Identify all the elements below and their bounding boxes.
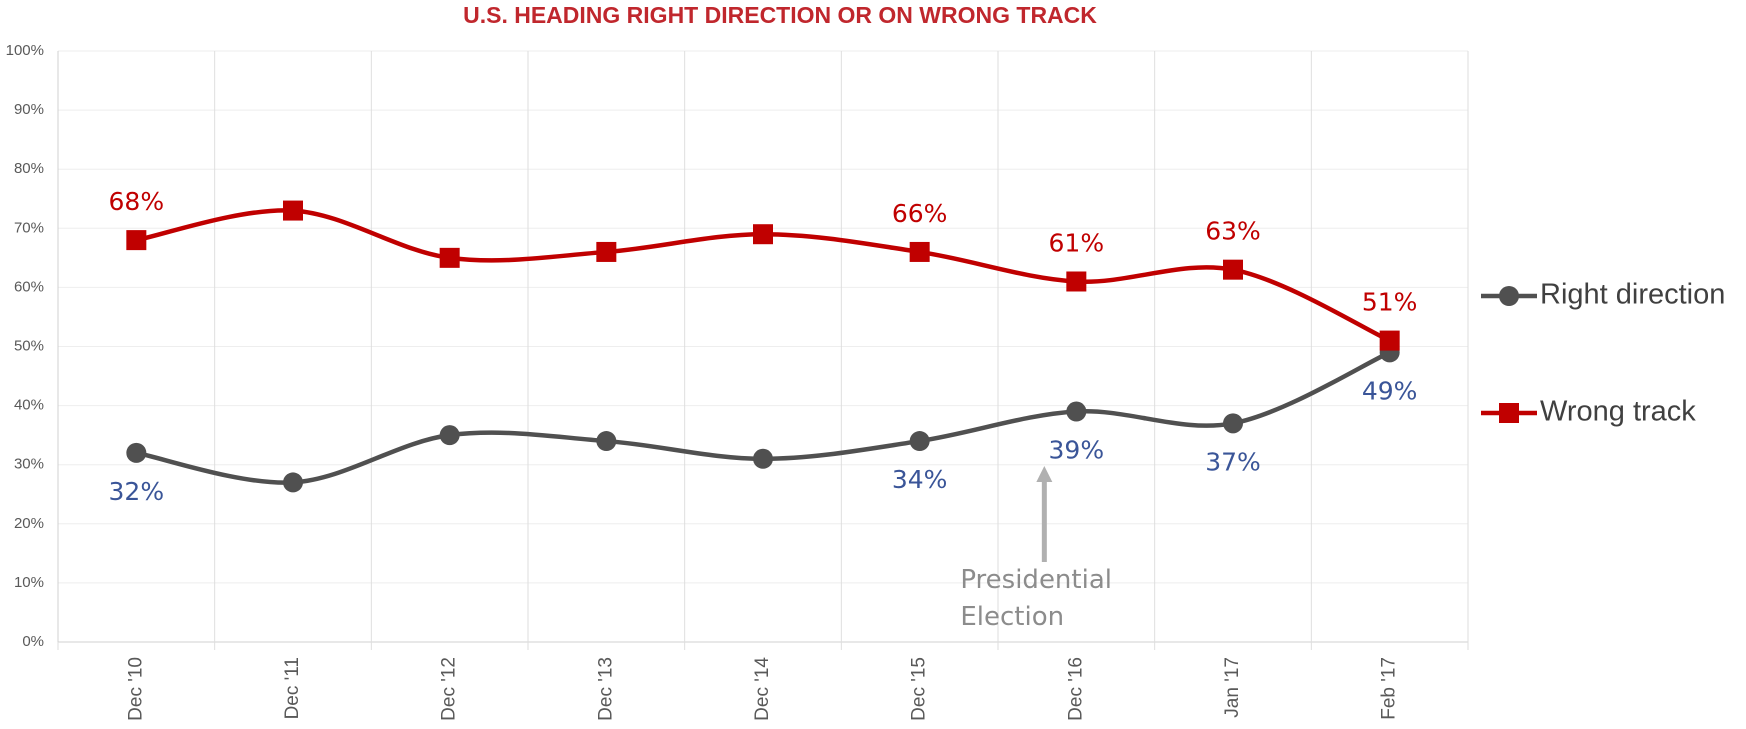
data-label: 34%	[892, 465, 948, 494]
legend-marker	[1499, 403, 1519, 423]
point	[909, 431, 930, 452]
legend-label: Right direction	[1540, 279, 1725, 311]
legend-label: Wrong track	[1540, 396, 1696, 428]
x-tick-label: Dec '10	[125, 657, 146, 721]
point	[439, 425, 460, 446]
annotation: Presidential Election	[960, 565, 1112, 632]
x-tick-label: Dec '14	[752, 657, 773, 721]
y-tick-label: 30%	[14, 456, 44, 473]
x-tick-label: Dec '16	[1065, 657, 1086, 721]
y-tick-label: 10%	[14, 574, 44, 591]
data-label: 49%	[1362, 376, 1418, 405]
annotation-arrowhead	[1036, 466, 1053, 482]
x-tick-label: Feb '17	[1379, 657, 1400, 720]
point	[439, 247, 460, 268]
point	[1223, 259, 1243, 280]
x-tick-label: Dec '11	[282, 657, 303, 719]
data-label: 32%	[109, 477, 165, 506]
y-tick-label: 60%	[14, 278, 44, 295]
x-tick-label: Jan '17	[1222, 657, 1243, 718]
data-label: 37%	[1205, 447, 1261, 476]
y-tick-label: 90%	[14, 101, 44, 118]
data-label: 68%	[109, 187, 165, 216]
point	[126, 230, 147, 251]
data-label: 66%	[892, 199, 948, 228]
data-label: 51%	[1362, 288, 1418, 317]
chart-title: U.S. HEADING RIGHT DIRECTION OR ON WRONG…	[463, 2, 1097, 28]
point	[1066, 271, 1087, 292]
data-label: 39%	[1049, 436, 1105, 465]
point	[283, 200, 303, 221]
point	[596, 431, 617, 452]
point	[753, 448, 773, 469]
y-tick-label: 70%	[14, 219, 44, 236]
y-tick-label: 20%	[14, 515, 44, 532]
data-label: 63%	[1205, 217, 1261, 246]
point	[126, 442, 147, 463]
point	[909, 241, 930, 262]
x-tick-label: Dec '15	[909, 657, 930, 721]
point	[283, 472, 303, 493]
point	[1379, 330, 1400, 351]
y-tick-label: 50%	[14, 337, 44, 354]
legend-marker	[1499, 286, 1519, 306]
point	[1223, 413, 1243, 434]
x-tick-label: Dec '12	[439, 657, 460, 721]
y-tick-label: 100%	[6, 42, 44, 59]
y-tick-label: 80%	[14, 160, 44, 177]
data-label: 61%	[1049, 228, 1105, 257]
y-tick-label: 40%	[14, 397, 44, 414]
x-tick-label: Dec '13	[595, 657, 616, 721]
y-tick-label: 0%	[22, 633, 44, 650]
point	[1066, 401, 1087, 422]
point	[753, 224, 773, 245]
point	[596, 241, 617, 262]
